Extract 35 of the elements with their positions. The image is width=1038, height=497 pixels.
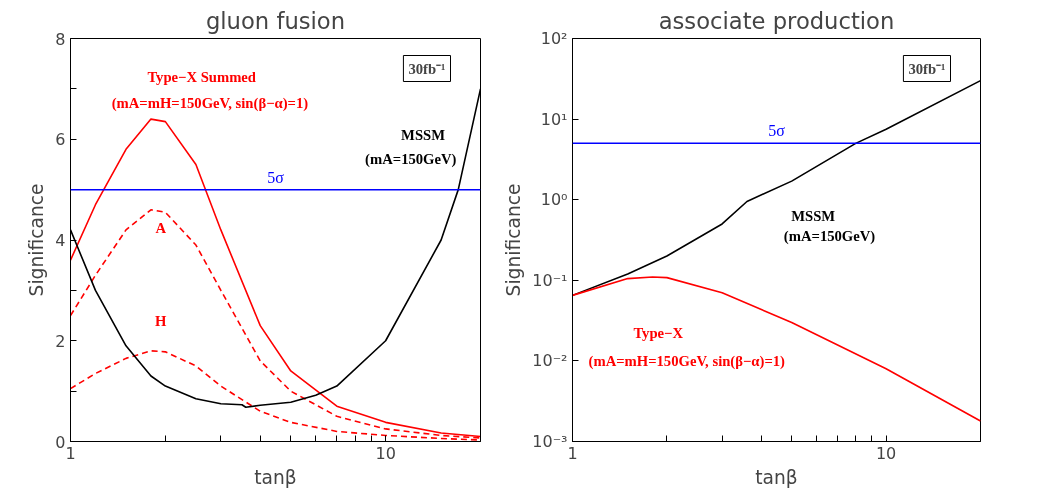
y-tick-label: 10⁻² — [532, 351, 568, 371]
x-tick-label: 10 — [375, 443, 396, 463]
chart-title: gluon fusion — [205, 7, 346, 34]
annotation: (mA=150GeV) — [365, 151, 457, 169]
x-axis-title: tanβ — [254, 466, 297, 488]
annotation: 30fb⁻¹ — [908, 60, 946, 77]
annotation: (mA=mH=150GeV, sin(β−α)=1) — [111, 94, 309, 112]
y-tick-label: 10⁻³ — [532, 432, 568, 451]
y-tick-label: 6 — [55, 130, 66, 150]
annotation: (mA=mH=150GeV, sin(β−α)=1) — [588, 352, 786, 370]
x-tick-label: 10 — [875, 443, 897, 463]
y-tick-label: 10⁰ — [540, 190, 568, 210]
y-axis-title: Significance — [26, 183, 48, 297]
ref-line-label: 5σ — [768, 122, 786, 140]
annotation: A — [155, 219, 167, 236]
y-tick-label: 10² — [540, 29, 568, 48]
chart-title: associate production — [658, 7, 895, 34]
annotation: Type−X Summed — [147, 68, 257, 85]
annotation: 30fb⁻¹ — [408, 60, 446, 77]
x-tick-label: 1 — [65, 443, 76, 463]
y-tick-label: 0 — [55, 432, 66, 452]
y-tick-label: 10¹ — [540, 109, 568, 129]
y-tick-label: 4 — [55, 231, 66, 250]
annotation: MSSM — [401, 127, 446, 144]
x-tick-label: 1 — [567, 443, 578, 463]
x-axis-title: tanβ — [755, 466, 798, 488]
annotation: H — [155, 312, 167, 329]
annotation: MSSM — [791, 207, 836, 224]
y-axis-title: Significance — [503, 183, 525, 297]
y-tick-label: 10⁻¹ — [532, 270, 568, 290]
y-tick-label: 2 — [55, 331, 66, 351]
y-tick-label: 8 — [55, 29, 66, 49]
annotation: Type−X — [633, 324, 684, 341]
annotation: (mA=150GeV) — [783, 227, 876, 245]
ref-line-label: 5σ — [267, 168, 285, 186]
